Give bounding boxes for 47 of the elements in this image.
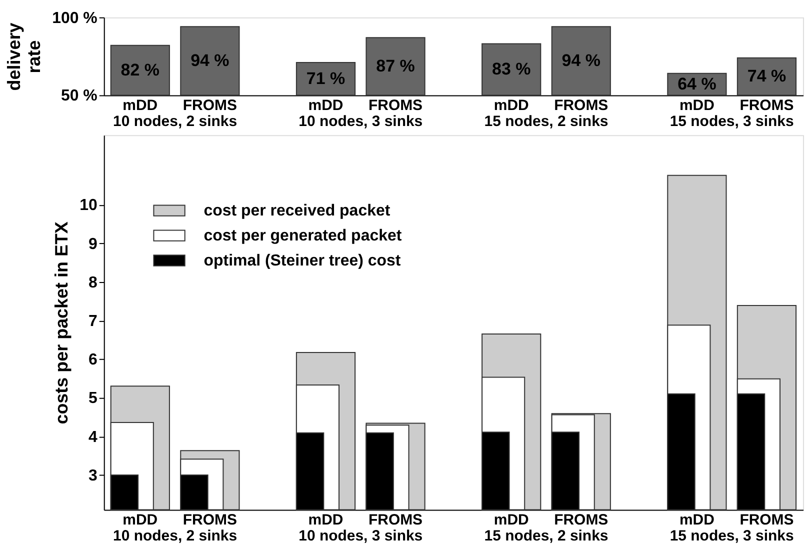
x-tick-label: FROMS xyxy=(554,512,608,529)
y-tick-label: 3 xyxy=(88,467,98,484)
text: 15 nodes, 2 sinks xyxy=(484,528,608,545)
text: 10 nodes, 2 sinks xyxy=(113,528,238,545)
x-tick-label: FROMS xyxy=(368,97,423,114)
x-tick-label: FROMS xyxy=(740,512,794,529)
y-tick-label: 50 % xyxy=(60,88,98,105)
data-label: 82 % xyxy=(120,60,160,80)
x-tick-label: FROMS xyxy=(182,512,237,529)
x-tick-label: FROMS xyxy=(740,97,794,114)
x-tick-label: FROMS xyxy=(368,512,423,529)
x-tick-label: mDD xyxy=(122,97,158,114)
y-tick-label: 100 % xyxy=(52,10,98,27)
y-tick-label: 8 xyxy=(88,274,98,292)
data-label: 83 % xyxy=(492,60,531,79)
x-tick-label: mDD xyxy=(308,512,344,529)
y-tick-label: 7 xyxy=(88,313,98,330)
data-label: 94 % xyxy=(190,50,230,70)
data-label: 64 % xyxy=(678,74,716,94)
y-tick-label: 4 xyxy=(88,428,98,446)
data-label: 94 % xyxy=(562,50,600,70)
x-tick-label: mDD xyxy=(308,97,344,114)
data-label: 74 % xyxy=(747,66,786,86)
data-label: 71 % xyxy=(306,68,346,88)
y-tick-label: 5 xyxy=(88,390,98,408)
x-tick-label: mDD xyxy=(679,97,715,114)
legend-label: cost per received packet xyxy=(204,202,391,220)
y-tick-label: 10 xyxy=(80,197,98,214)
y-tick-label: 9 xyxy=(88,236,98,253)
x-tick-label: mDD xyxy=(122,512,158,529)
legend-label: cost per generated packet xyxy=(204,228,402,245)
x-tick-label: mDD xyxy=(679,512,715,529)
text: 10 nodes, 3 sinks xyxy=(298,528,423,545)
x-tick-label: mDD xyxy=(494,512,530,529)
x-tick-label: FROMS xyxy=(554,97,608,114)
y-tick-label: 6 xyxy=(88,352,98,369)
text: 10 nodes, 3 sinks xyxy=(298,113,423,130)
data-label: 87 % xyxy=(376,56,415,76)
y-axis-title: delivery rate xyxy=(4,22,44,91)
text: 15 nodes, 3 sinks xyxy=(670,528,794,545)
x-tick-label: FROMS xyxy=(182,97,237,114)
y-axis-title: costs per packet in ETX xyxy=(52,222,72,424)
text: 15 nodes, 2 sinks xyxy=(484,113,608,130)
text: 10 nodes, 2 sinks xyxy=(113,113,238,130)
legend-label: optimal (Steiner tree) cost xyxy=(204,252,402,270)
text: 15 nodes, 3 sinks xyxy=(670,113,794,130)
x-tick-label: mDD xyxy=(494,97,530,114)
